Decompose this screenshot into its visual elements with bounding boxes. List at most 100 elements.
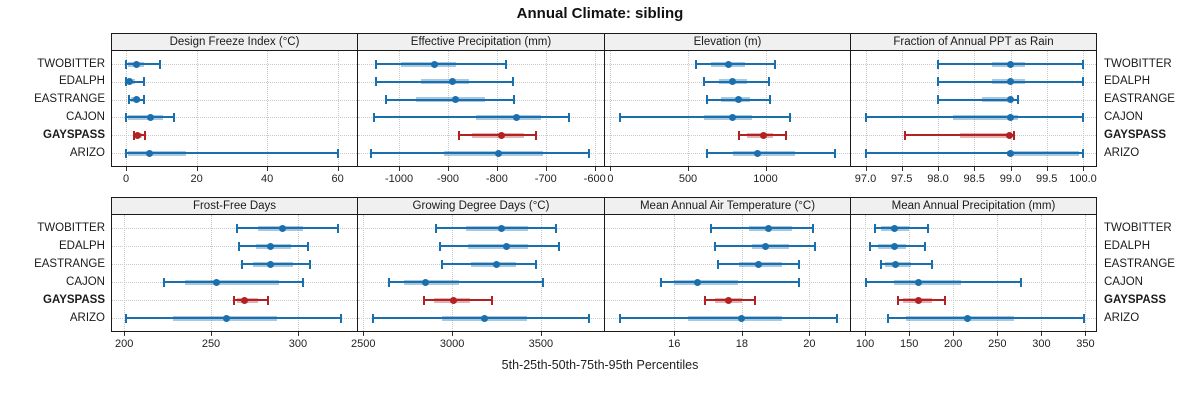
x-gridline — [297, 215, 299, 331]
whisker-cap — [267, 295, 270, 305]
whisker-cap — [880, 259, 882, 269]
axis-tick-mark — [974, 167, 976, 171]
whisker-line-5-95 — [620, 317, 837, 319]
whisker-cap — [1082, 148, 1084, 158]
whisker-line-5-95 — [242, 263, 311, 265]
axis-tick-label: 97.0 — [854, 173, 877, 185]
whisker-cap — [373, 112, 376, 122]
whisker-cap — [388, 277, 391, 287]
median-dot — [278, 224, 286, 232]
whisker-line-5-95 — [126, 63, 160, 65]
median-dot — [146, 149, 154, 157]
median-dot — [492, 260, 500, 268]
median-dot — [449, 78, 457, 86]
whisker-cap — [705, 148, 708, 158]
whisker-cap — [568, 112, 571, 122]
median-dot — [724, 60, 732, 68]
median-dot — [498, 224, 506, 232]
whisker-cap — [125, 148, 128, 158]
whisker-cap — [924, 241, 926, 251]
axis-tick-mark — [909, 332, 911, 336]
whisker-cap — [132, 130, 135, 140]
whisker-line-5-95 — [865, 152, 1083, 154]
row-label-right-cajon: CAJON — [1104, 275, 1143, 288]
whisker-cap — [798, 277, 801, 287]
whisker-cap — [375, 77, 378, 87]
whisker-cap — [873, 223, 876, 233]
axis-tick-mark — [363, 332, 365, 336]
whisker-cap — [705, 95, 708, 105]
whisker-cap — [659, 277, 662, 287]
panel-mean-annual-precipitation-mm-: Mean Annual Precipitation (mm) — [850, 197, 1097, 332]
whisker-cap — [1020, 277, 1023, 287]
x-gridline — [765, 51, 767, 166]
panel-fraction-of-annual-ppt-as-rain: Fraction of Annual PPT as Rain — [850, 33, 1097, 167]
whisker-cap — [767, 77, 770, 87]
x-gridline — [540, 215, 542, 331]
panel-mean-annual-air-temperature-c-: Mean Annual Air Temperature (°C) — [604, 197, 851, 332]
whisker-cap — [619, 313, 622, 323]
panel-frost-free-days: Frost-Free Days — [111, 197, 358, 332]
axis-tick-mark — [126, 167, 128, 171]
whisker-cap — [336, 148, 339, 158]
median-dot — [759, 131, 767, 139]
row-gridline — [112, 99, 357, 101]
axis-tick-label: -700 — [534, 173, 557, 185]
median-dot — [1007, 113, 1014, 121]
median-dot — [498, 131, 506, 139]
axis-tick-mark — [674, 332, 676, 336]
whisker-cap — [1013, 130, 1016, 140]
whisker-line-5-95 — [695, 63, 775, 65]
row-label-left-eastrange: EASTRANGE — [34, 93, 105, 106]
whisker-line-5-95 — [660, 281, 800, 283]
whisker-cap — [869, 241, 872, 251]
axis-tick-label: -900 — [436, 173, 460, 185]
whisker-cap — [441, 259, 444, 269]
axis-tick-mark — [865, 332, 867, 336]
median-dot — [512, 113, 520, 121]
whisker-cap — [307, 241, 310, 251]
row-label-right-eastrange: EASTRANGE — [1104, 257, 1175, 270]
median-dot — [495, 149, 503, 157]
x-gridline — [452, 215, 454, 331]
x-gridline — [741, 215, 743, 331]
row-gridline — [112, 264, 357, 265]
axis-tick-label: -800 — [485, 173, 508, 185]
whisker-cap — [423, 295, 426, 305]
axis-tick-label: 20 — [190, 173, 203, 185]
axis-tick-label: 2500 — [351, 338, 376, 350]
whisker-line-5-95 — [706, 152, 836, 154]
whisker-cap — [237, 241, 240, 251]
axis-tick-mark — [124, 332, 126, 336]
x-gridline — [196, 51, 198, 166]
whisker-line-5-95 — [870, 245, 925, 247]
whisker-cap — [717, 259, 720, 269]
row-gridline — [112, 117, 357, 119]
x-gridline — [496, 51, 498, 166]
axis-tick-mark — [1046, 167, 1048, 171]
x-gridline — [865, 51, 867, 166]
median-dot — [755, 260, 763, 268]
median-dot — [1007, 96, 1014, 104]
row-label-left-edalph: EDALPH — [58, 239, 105, 252]
whisker-cap — [555, 223, 557, 233]
whisker-cap — [491, 295, 494, 305]
whisker-cap — [904, 130, 907, 140]
whisker-cap — [375, 59, 378, 69]
panel-header: Mean Annual Precipitation (mm) — [851, 198, 1096, 215]
panel-plot-area — [851, 215, 1096, 331]
whisker-cap — [937, 77, 939, 87]
x-gridline — [124, 215, 126, 331]
whisker-cap — [142, 77, 145, 87]
panel-elevation-m-: Elevation (m) — [604, 33, 851, 167]
median-dot — [729, 78, 737, 86]
x-gridline — [865, 215, 867, 331]
axis-tick-label: 98.5 — [963, 173, 985, 185]
axis-tick-label: 1000 — [753, 173, 778, 185]
axis-tick-mark — [938, 167, 939, 171]
panel-header: Mean Annual Air Temperature (°C) — [605, 198, 850, 215]
whisker-cap — [1016, 95, 1019, 105]
row-label-right-arizo: ARIZO — [1104, 311, 1140, 324]
axis-tick-mark — [545, 167, 547, 171]
row-gridline — [851, 300, 1096, 301]
